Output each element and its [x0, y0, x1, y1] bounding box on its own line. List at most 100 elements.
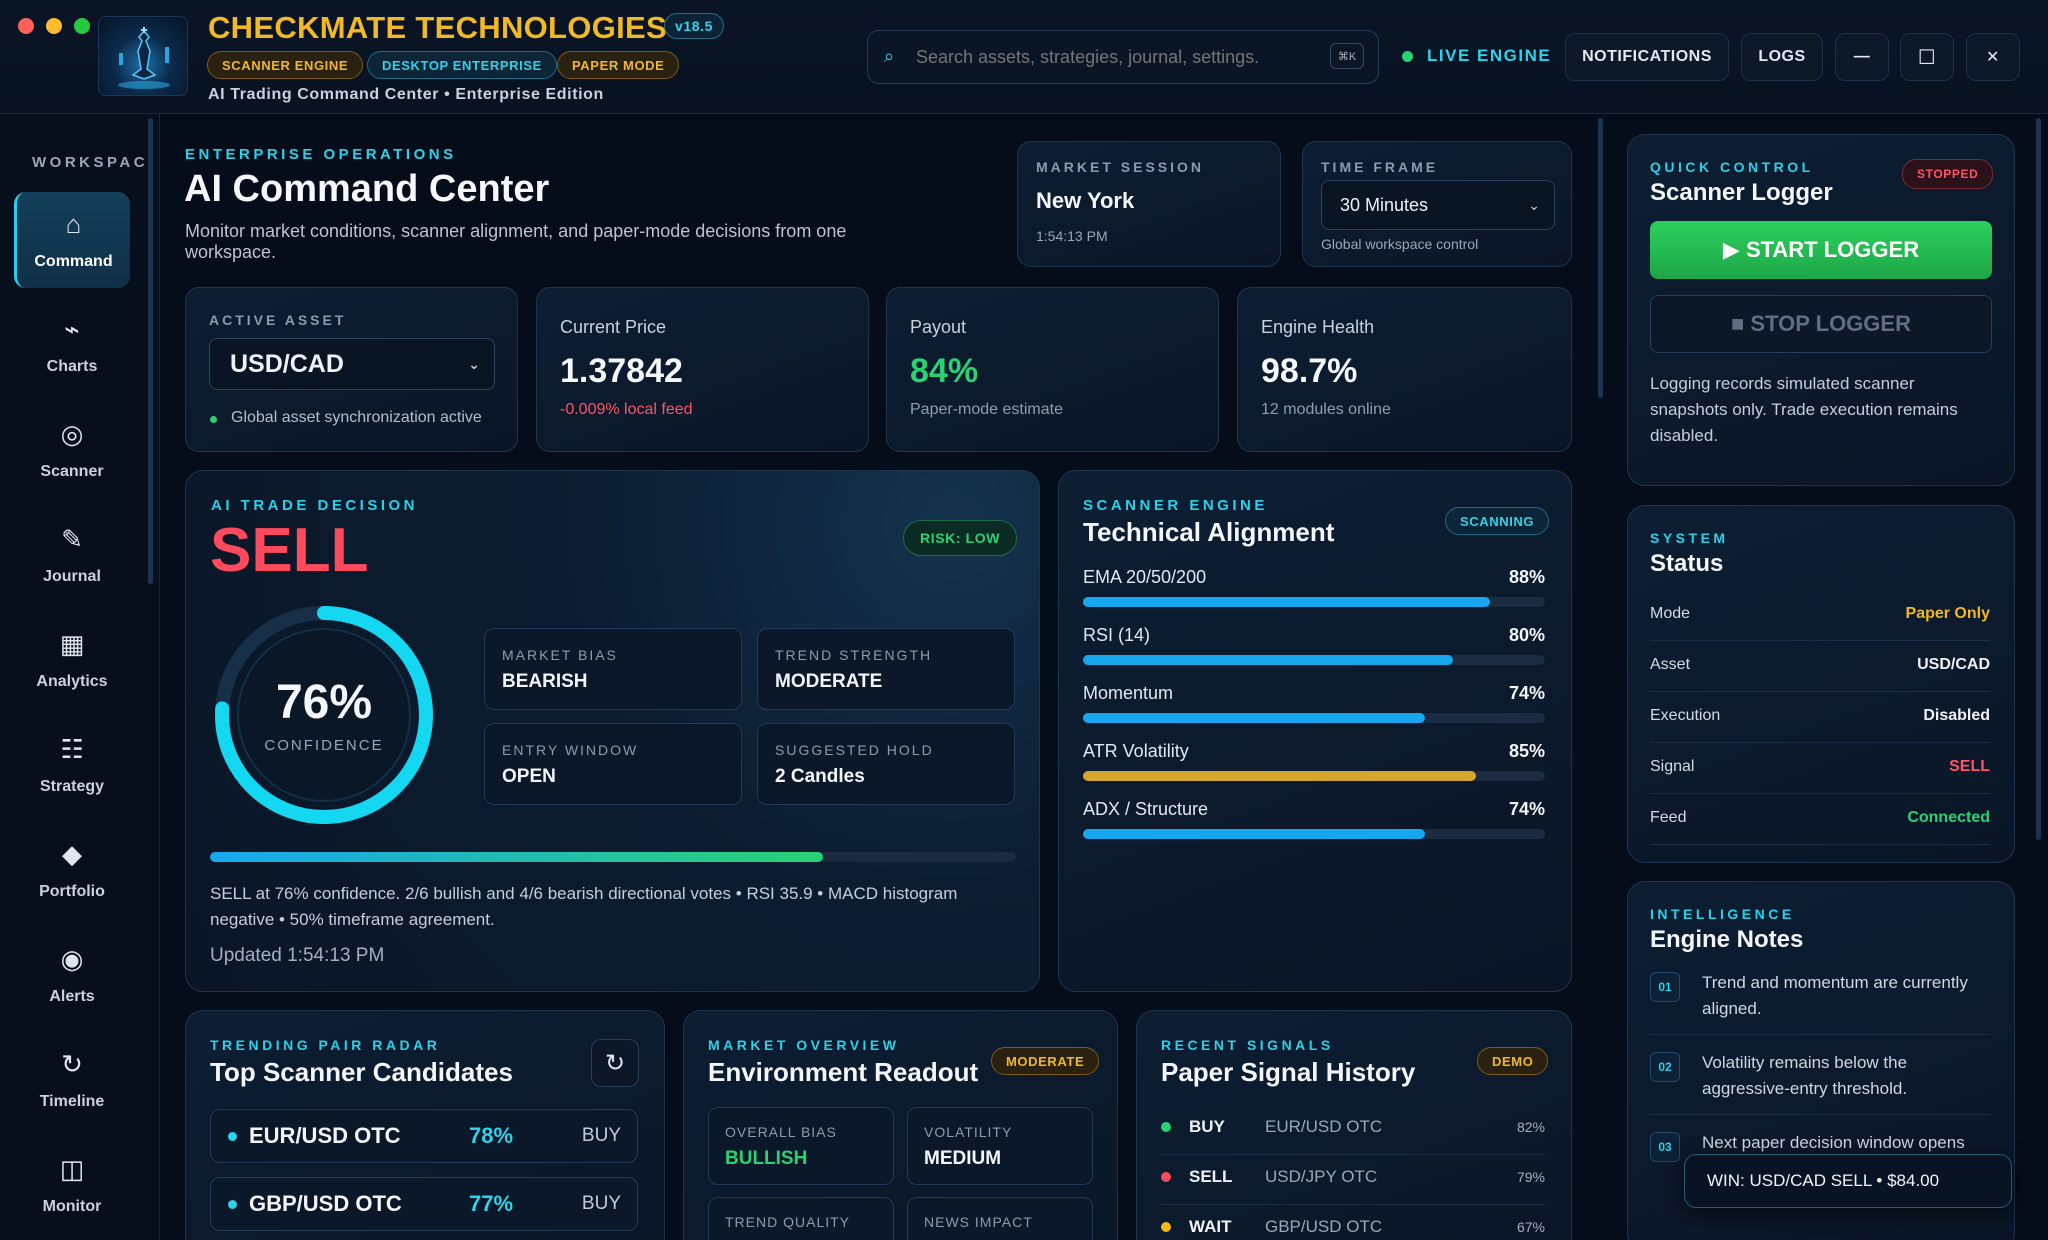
sidebar-scrollbar[interactable] [148, 118, 153, 584]
minimize-button[interactable]: — [1835, 33, 1889, 81]
metric-track [1083, 771, 1545, 781]
search-input[interactable] [916, 41, 1296, 73]
status-value: USD/CAD [1917, 656, 1990, 673]
status-value: SELL [1949, 758, 1990, 775]
signals-eyebrow: RECENT SIGNALS [1161, 1037, 1334, 1053]
market-overview-card: MARKET OVERVIEW Environment Readout MODE… [683, 1010, 1118, 1240]
chevron-down-icon: ⌄ [1528, 196, 1540, 213]
hero-description: Monitor market conditions, scanner align… [185, 221, 847, 262]
current-price-card: Current Price 1.37842 -0.009% local feed [536, 287, 869, 452]
sidebar-item-analytics[interactable]: ▦ Analytics [36, 629, 108, 690]
sidebar-item-alerts[interactable]: ◉ Alerts [49, 944, 95, 1005]
search-shortcut: ⌘K [1330, 43, 1364, 69]
candidate-dot [228, 1132, 237, 1141]
metric-value: 74% [1508, 683, 1545, 703]
entry-window-box: ENTRY WINDOW OPEN [484, 723, 742, 805]
sidebar-item-monitor[interactable]: ◫ Monitor [42, 1154, 102, 1215]
logs-button[interactable]: LOGS [1741, 33, 1823, 81]
sidebar-item-timeline[interactable]: ↻ Timeline [39, 1049, 105, 1110]
payout-card: Payout 84% Paper-mode estimate [886, 287, 1219, 452]
session-city: New York [1036, 188, 1135, 213]
close-button[interactable]: ✕ [1966, 33, 2020, 81]
confidence-gauge [215, 606, 433, 824]
status-key: Asset [1650, 656, 1691, 673]
window-close-dot[interactable] [18, 18, 34, 34]
payout-value: 84% [910, 352, 979, 390]
status-value: Connected [1907, 809, 1990, 826]
metric-name: EMA 20/50/200 [1083, 567, 1207, 587]
sidebar-title: WORKSPACE [32, 154, 144, 171]
confidence-label: CONFIDENCE [264, 737, 384, 754]
badge-paper-mode: PAPER MODE [557, 51, 680, 79]
maximize-button[interactable]: ☐ [1900, 33, 1954, 81]
timeframe-value: 30 Minutes [1340, 194, 1429, 215]
signal-row[interactable]: SELL USD/JPY OTC 79% [1161, 1155, 1545, 1205]
sidebar-item-scanner[interactable]: ◎ Scanner [40, 419, 104, 480]
candidate-row[interactable]: EUR/USD OTC 78% BUY [210, 1109, 638, 1163]
stop-logger-button[interactable]: ■ STOP LOGGER [1650, 295, 1992, 353]
sidebar-item-charts[interactable]: ⌁ Charts [46, 314, 98, 375]
metric-fill [1083, 829, 1425, 839]
quick-control-card: QUICK CONTROL Scanner Logger STOPPED ▶ S… [1627, 134, 2015, 486]
notifications-button[interactable]: NOTIFICATIONS [1565, 33, 1729, 81]
price-caption: -0.009% local feed [560, 401, 693, 418]
scanner-title: Technical Alignment [1083, 517, 1335, 547]
asset-value: USD/CAD [230, 349, 344, 378]
payout-caption: Paper-mode estimate [910, 401, 1063, 418]
timeframe-label: TIME FRAME [1321, 159, 1439, 175]
session-label: MARKET SESSION [1036, 159, 1205, 175]
signal-dot [1161, 1222, 1171, 1232]
metric-value: 85% [1508, 741, 1545, 761]
start-logger-button[interactable]: ▶ START LOGGER [1650, 221, 1992, 279]
metric-track [1083, 655, 1545, 665]
note-divider [1650, 1114, 1990, 1115]
win-toast[interactable]: WIN: USD/CAD SELL • $84.00 [1684, 1154, 2012, 1208]
sidebar-item-journal[interactable]: ✎ Journal [43, 524, 101, 585]
refresh-button[interactable]: ↻ [591, 1039, 639, 1087]
signal-dot [1161, 1122, 1171, 1132]
metric-name: RSI (14) [1083, 625, 1151, 645]
sidebar-item-command[interactable]: ⌂ Command [14, 192, 130, 288]
signal-row[interactable]: WAIT GBP/USD OTC 67% [1161, 1205, 1545, 1240]
candidate-row[interactable]: GBP/USD OTC 77% BUY [210, 1177, 638, 1231]
metric-fill [1083, 771, 1476, 781]
chart-line-icon: ⌁ [64, 314, 80, 344]
search-box[interactable]: ⌕ ⌘K [867, 30, 1379, 84]
status-key: Feed [1650, 809, 1687, 826]
toast-text: WIN: USD/CAD SELL • $84.00 [1707, 1171, 1940, 1190]
decision-updated: Updated 1:54:13 PM [210, 945, 385, 966]
decision-eyebrow: AI TRADE DECISION [211, 497, 419, 514]
asset-caption: Global asset synchronization active [231, 409, 482, 426]
status-row: Feed Connected [1650, 794, 1990, 845]
timeframe-select[interactable]: 30 Minutes ⌄ [1321, 180, 1555, 230]
active-asset-card: ACTIVE ASSET USD/CAD ⌄ Global asset sync… [185, 287, 518, 452]
app-logo [98, 16, 188, 96]
window-zoom-dot[interactable] [74, 18, 90, 34]
live-engine-label: LIVE ENGINE [1427, 46, 1552, 65]
badge-desktop-enterprise: DESKTOP ENTERPRISE [367, 51, 557, 79]
status-row: Mode Paper Only [1650, 590, 1990, 641]
hero-eyebrow: ENTERPRISE OPERATIONS [185, 146, 457, 163]
session-time: 1:54:13 PM [1036, 228, 1108, 244]
scanning-badge: SCANNING [1445, 507, 1550, 535]
market-session-card: MARKET SESSION New York 1:54:13 PM [1017, 141, 1281, 267]
asset-select[interactable]: USD/CAD ⌄ [209, 338, 495, 390]
signals-title: Paper Signal History [1161, 1057, 1416, 1087]
app-name: CHECKMATE TECHNOLOGIES [208, 10, 667, 45]
decision-progress-fill [210, 852, 823, 862]
window-minimize-dot[interactable] [46, 18, 62, 34]
list-icon: ☷ [60, 734, 84, 764]
radar-title: Top Scanner Candidates [210, 1057, 513, 1087]
main-scrollbar[interactable] [1598, 118, 1603, 398]
right-scrollbar[interactable] [2036, 118, 2041, 840]
sidebar-item-portfolio[interactable]: ◆ Portfolio [39, 839, 105, 900]
stopped-badge: STOPPED [1902, 159, 1994, 189]
notes-eyebrow: INTELLIGENCE [1650, 906, 1795, 922]
alert-dot-icon: ◉ [60, 944, 84, 974]
ai-trade-decision-card: AI TRADE DECISION SELL RISK: LOW 76% CON… [185, 470, 1040, 992]
signal-row[interactable]: BUY EUR/USD OTC 82% [1161, 1105, 1545, 1155]
signal-dot [1161, 1172, 1171, 1182]
health-caption: 12 modules online [1261, 401, 1391, 418]
sidebar-item-strategy[interactable]: ☷ Strategy [39, 734, 105, 795]
market-bias-box: MARKET BIAS BEARISH [484, 628, 742, 710]
